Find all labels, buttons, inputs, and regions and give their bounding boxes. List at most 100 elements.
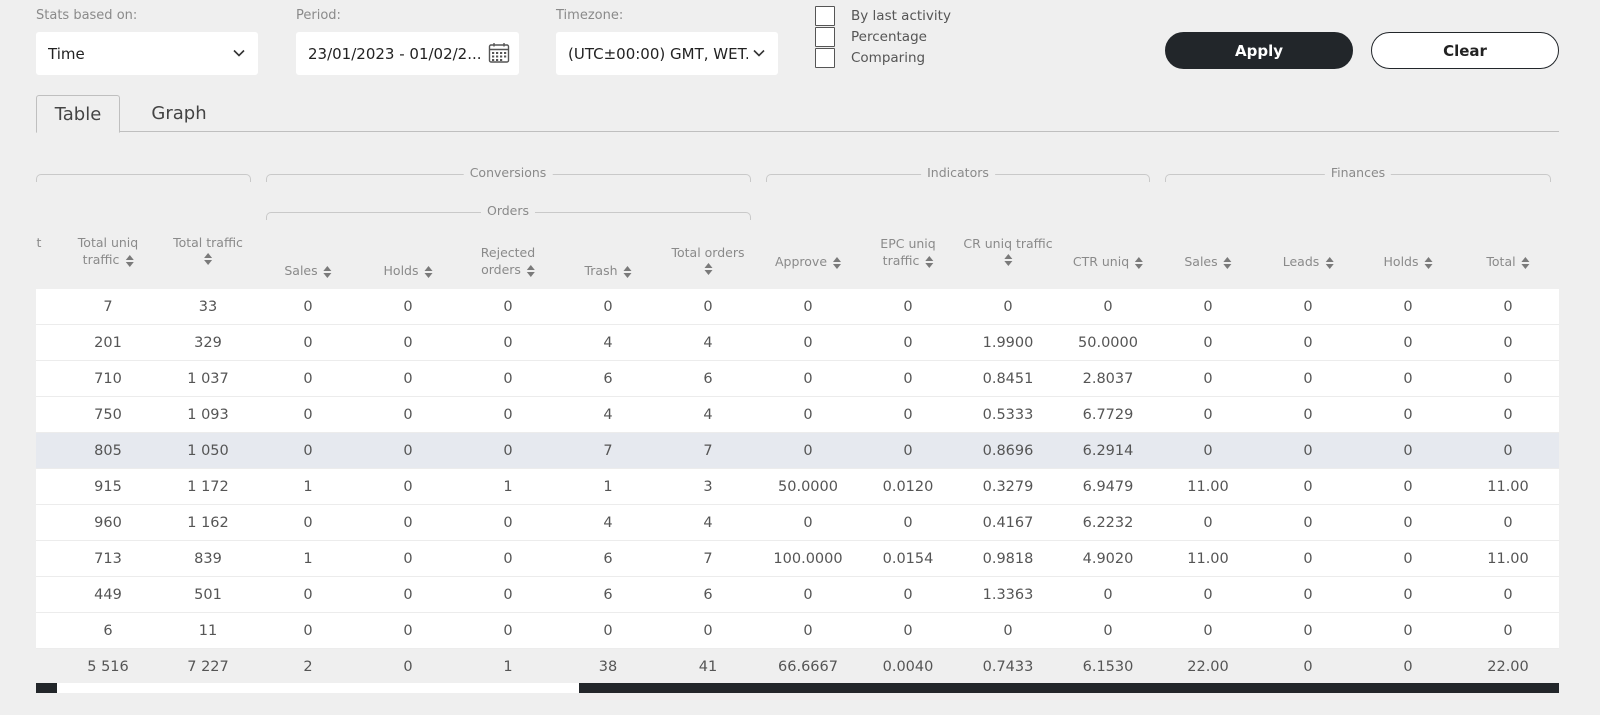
table-cell: 0.3279	[982, 479, 1034, 495]
column-header-total[interactable]: Total	[1486, 253, 1530, 270]
column-header-trash[interactable]: Trash	[584, 262, 632, 279]
sort-icon[interactable]	[925, 255, 934, 268]
table-cell: 6.7729	[1082, 407, 1134, 423]
table-cell: 7	[103, 299, 113, 315]
column-header-uniq-traffic[interactable]: Total uniq traffic	[78, 234, 138, 268]
column-header-finance-sales[interactable]: Sales	[1184, 253, 1232, 270]
table-cell: 0	[1403, 479, 1413, 495]
sort-icon[interactable]	[203, 253, 212, 265]
table-cell: 0.0120	[882, 479, 934, 495]
table-cell: 4	[603, 407, 613, 423]
table-cell: 1	[303, 479, 313, 495]
checkbox-box[interactable]	[815, 5, 835, 26]
tab-table[interactable]: Table	[36, 95, 120, 133]
comparing-checkbox[interactable]: Comparing	[815, 47, 951, 68]
by-last-activity-checkbox[interactable]: By last activity	[815, 5, 951, 26]
table-cell: 2	[303, 659, 313, 675]
percentage-checkbox[interactable]: Percentage	[815, 26, 951, 47]
checkbox-box[interactable]	[815, 47, 835, 68]
sort-icon[interactable]	[833, 256, 842, 269]
table-row: 7 33 0 0 0 0 0 0 0 0 0 0 0 0 0	[36, 289, 1559, 325]
sort-icon[interactable]	[703, 263, 712, 275]
table-cell: 0	[1503, 371, 1513, 387]
table-cell: 960	[94, 515, 122, 531]
table-cell: 2.8037	[1082, 371, 1134, 387]
column-header-epc-uniq-traffic[interactable]: EPC uniq traffic	[880, 235, 935, 269]
table-cell: 6.9479	[1082, 479, 1134, 495]
column-header-holds[interactable]: Holds	[384, 262, 433, 279]
table-cell: 100.0000	[773, 551, 843, 567]
sort-icon[interactable]	[1521, 256, 1530, 269]
horizontal-scrollbar[interactable]	[36, 683, 1559, 693]
column-header-label: Sales	[284, 263, 318, 278]
table-cell: 4.9020	[1082, 551, 1134, 567]
table-cell: 0	[1203, 623, 1213, 639]
table-cell: 0	[303, 407, 313, 423]
sort-icon[interactable]	[1223, 256, 1232, 269]
table-row: 960 1 162 0 0 0 4 4 0 0 0.4167 6.2232 0 0 0 0	[36, 505, 1559, 541]
apply-button[interactable]: Apply	[1165, 32, 1353, 69]
table-cell: 0	[403, 407, 413, 423]
table-cell: 0.9818	[982, 551, 1034, 567]
column-header-ctr-uniq[interactable]: CTR uniq	[1072, 253, 1144, 270]
calendar-icon[interactable]	[488, 42, 510, 64]
table-cell: 0	[803, 299, 813, 315]
table-cell: 0	[403, 371, 413, 387]
table-cell: 0	[1103, 587, 1113, 603]
column-header-label: traffic	[82, 252, 120, 267]
column-header-total-orders[interactable]: Total orders	[671, 244, 745, 275]
table-cell: 0	[1303, 371, 1313, 387]
table-cell: 0	[903, 623, 913, 639]
table-cell: 0	[803, 407, 813, 423]
column-header-rejected-orders[interactable]: Rejected orders	[481, 244, 535, 278]
table-cell: 6	[603, 371, 613, 387]
table-cell: 1 037	[187, 371, 229, 387]
sort-icon[interactable]	[125, 254, 134, 267]
table-cell: 0	[303, 335, 313, 351]
column-header-total-traffic[interactable]: Total traffic	[173, 234, 243, 265]
table-cell: 1 050	[187, 443, 229, 459]
period-input[interactable]: 23/01/2023 - 01/02/2...	[296, 32, 519, 75]
column-header-label: CTR uniq	[1072, 254, 1130, 269]
table-cell: 11.00	[1487, 551, 1529, 567]
table-cell: 66.6667	[778, 659, 838, 675]
timezone-value: (UTC±00:00) GMT, WET...	[568, 44, 748, 63]
column-header-finance-holds[interactable]: Holds	[1384, 253, 1433, 270]
table-cell: 41	[698, 659, 718, 675]
table-cell: 0.8451	[982, 371, 1034, 387]
column-header-label: Total	[1486, 254, 1516, 269]
column-header-partial: t	[37, 234, 42, 251]
sort-icon[interactable]	[1424, 256, 1433, 269]
table-cell: 0	[1003, 623, 1013, 639]
sort-icon[interactable]	[424, 265, 433, 278]
table-totals-row: 5 516 7 227 2 0 1 38 41 66.6667 0.0040 0.7433 6.15…	[36, 649, 1559, 684]
table-cell: 329	[194, 335, 222, 351]
sort-icon[interactable]	[1135, 256, 1144, 269]
table-cell: 0	[303, 515, 313, 531]
table-row: 915 1 172 1 0 1 1 3 50.0000 0.0120 0.3279 6.9479 11…	[36, 469, 1559, 505]
column-header-label: Total uniq	[77, 235, 139, 250]
scrollbar-thumb[interactable]	[57, 683, 579, 693]
checkbox-label: By last activity	[851, 7, 951, 24]
table-cell: 1	[503, 659, 513, 675]
column-header-sales[interactable]: Sales	[284, 262, 332, 279]
table-cell: 4	[603, 515, 613, 531]
sort-icon[interactable]	[1325, 256, 1334, 269]
checkbox-box[interactable]	[815, 26, 835, 47]
period-label: Period:	[296, 8, 341, 23]
checkbox-label: Percentage	[851, 28, 927, 45]
column-header-cr-uniq-traffic[interactable]: CR uniq traffic	[963, 235, 1053, 266]
column-header-leads[interactable]: Leads	[1283, 253, 1334, 270]
table-cell: 0	[1503, 443, 1513, 459]
column-header-approve[interactable]: Approve	[775, 253, 842, 270]
timezone-select[interactable]: (UTC±00:00) GMT, WET...	[556, 32, 778, 75]
table-cell: 0	[1403, 623, 1413, 639]
tab-graph[interactable]: Graph	[151, 103, 207, 124]
sort-icon[interactable]	[1004, 254, 1012, 266]
sort-icon[interactable]	[623, 265, 632, 278]
clear-button[interactable]: Clear	[1371, 32, 1559, 69]
sort-icon[interactable]	[526, 264, 535, 277]
table-cell: 0	[503, 623, 513, 639]
stats-based-on-select[interactable]: Time	[36, 32, 258, 75]
sort-icon[interactable]	[323, 265, 332, 278]
